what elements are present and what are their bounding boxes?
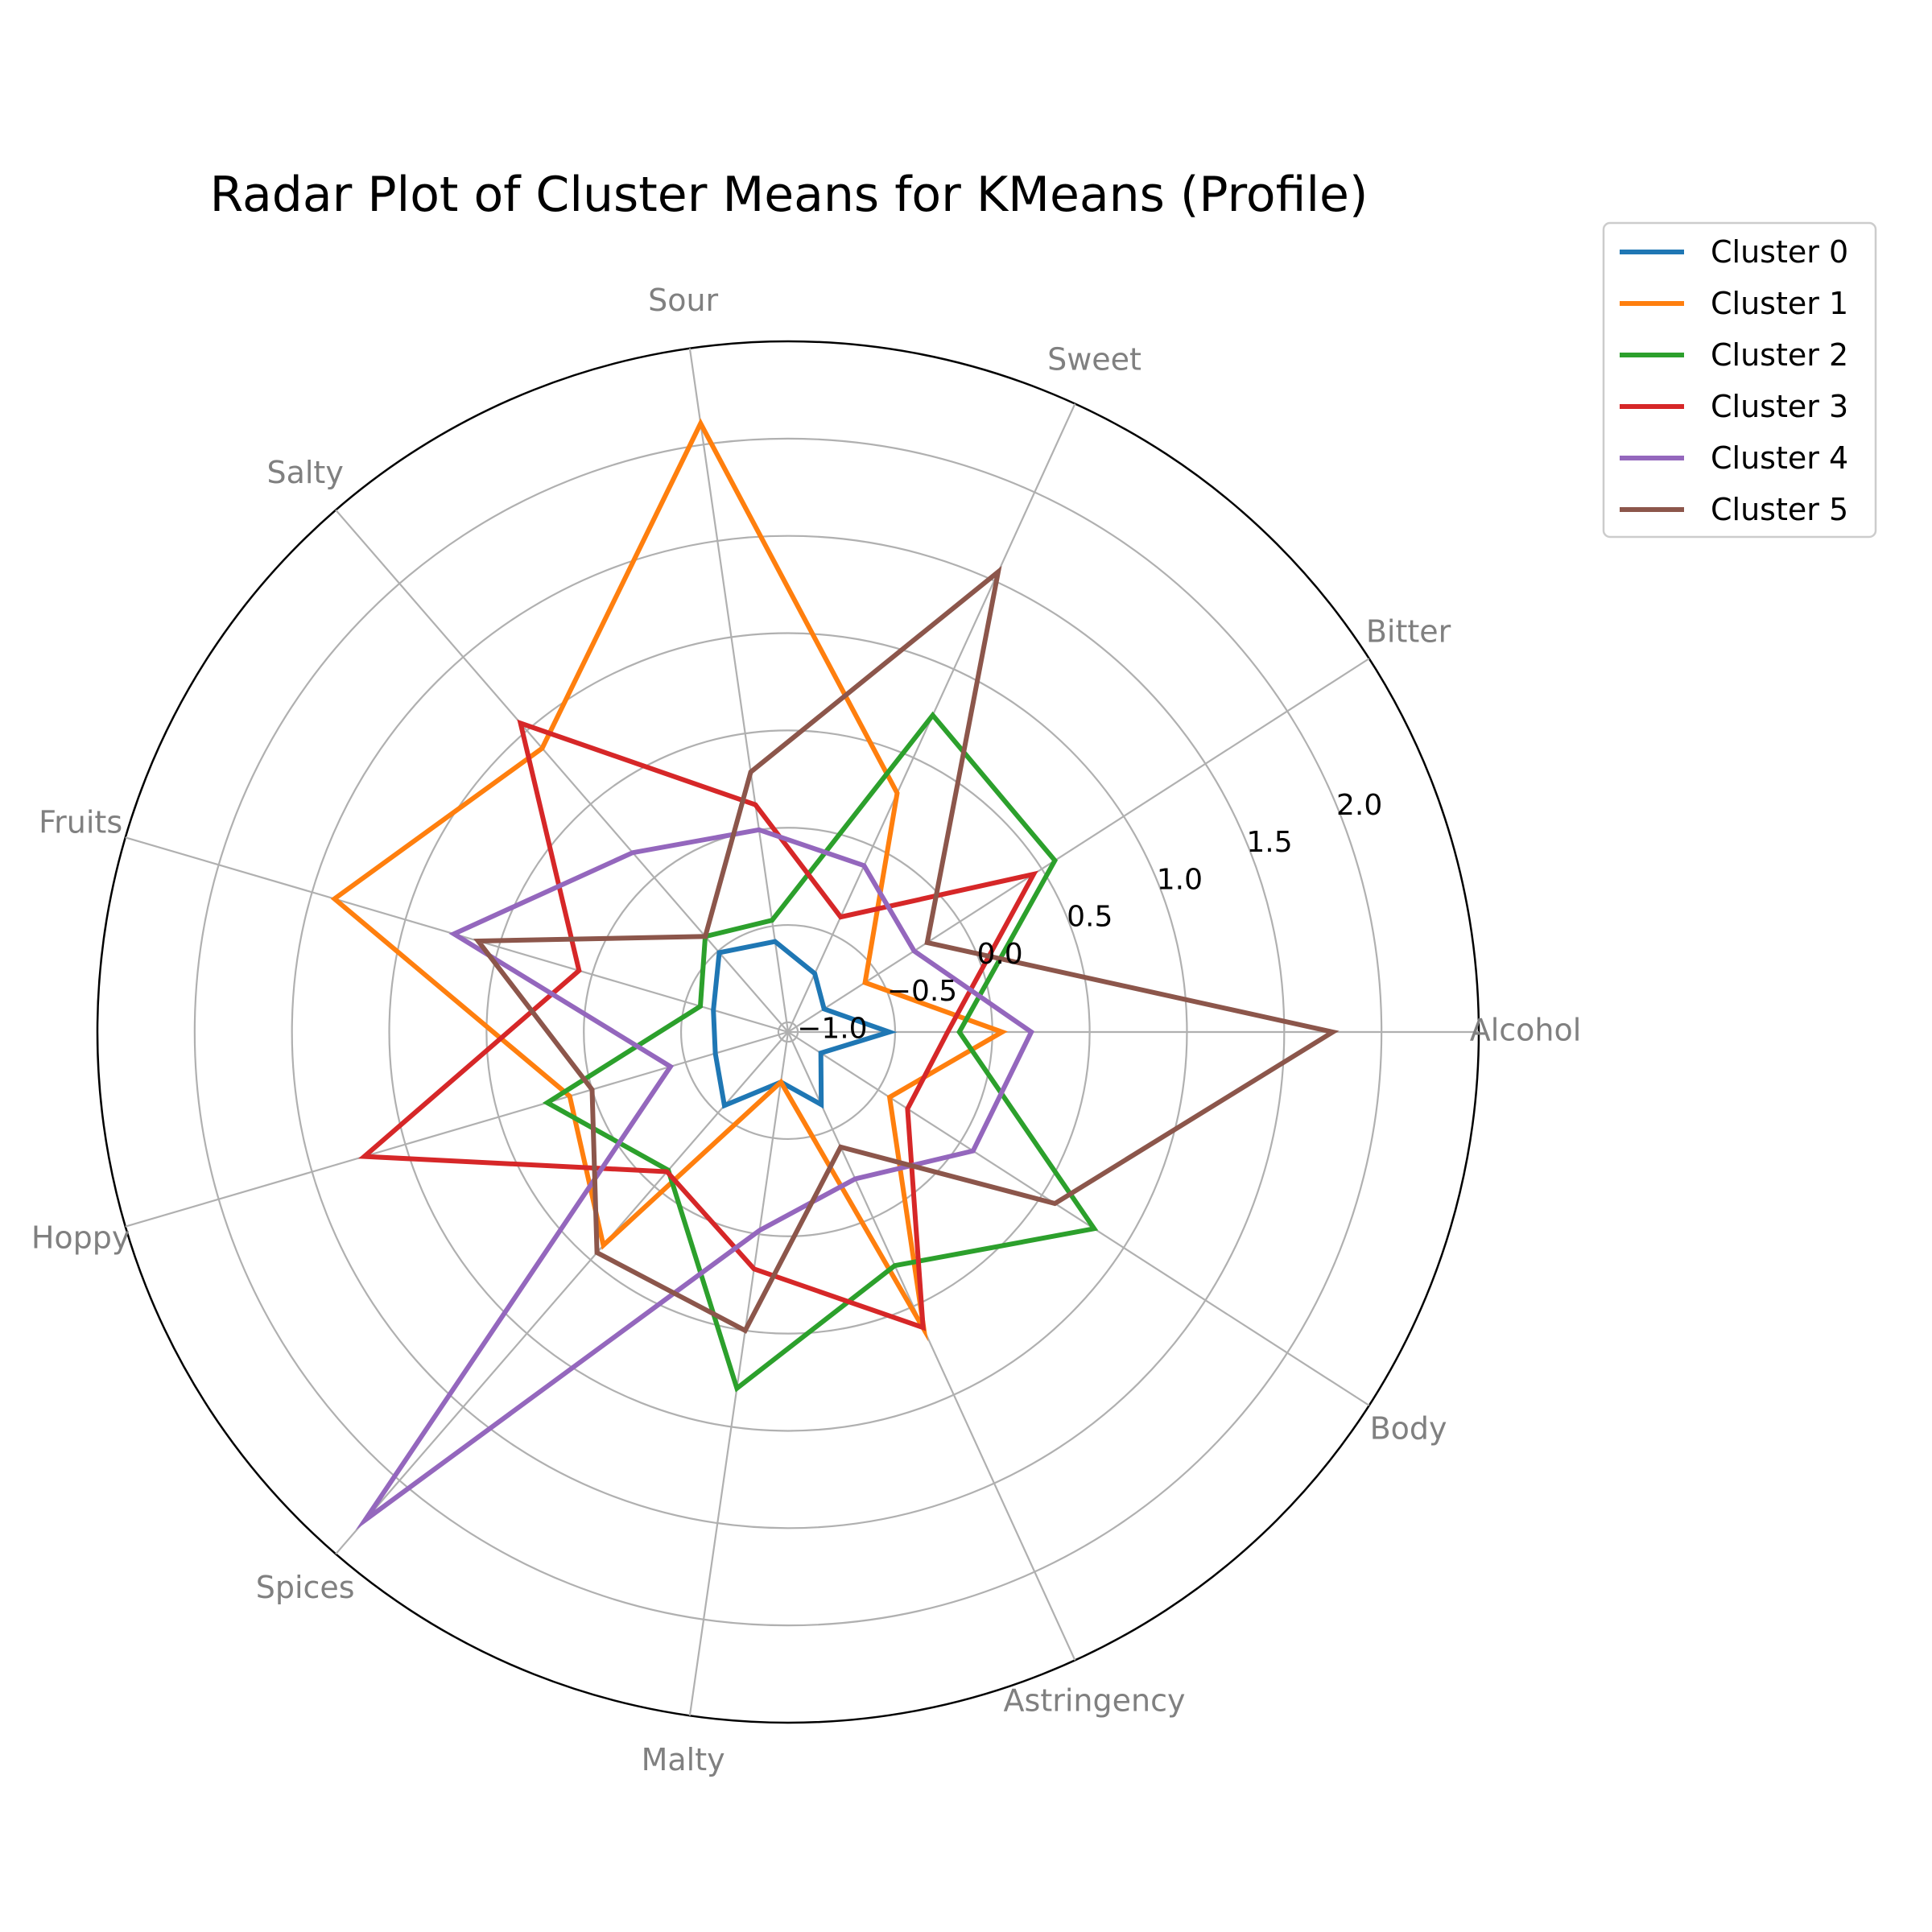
- legend-label-cluster-3: Cluster 3: [1711, 389, 1848, 424]
- axis-label-astringency: Astringency: [1004, 1683, 1186, 1719]
- axis-label-alcohol: Alcohol: [1470, 1013, 1582, 1048]
- series-line-cluster-1: [330, 418, 1008, 1342]
- axis-label-hoppy: Hoppy: [31, 1220, 130, 1256]
- axis-label-sour: Sour: [648, 283, 718, 318]
- spoke-line: [125, 1030, 789, 1228]
- legend-label-cluster-4: Cluster 4: [1711, 440, 1848, 476]
- spoke-line: [787, 658, 1370, 1033]
- radial-tick-label: 1.5: [1246, 826, 1292, 859]
- axis-label-sweet: Sweet: [1047, 341, 1141, 377]
- series-line-cluster-0: [711, 939, 898, 1109]
- spoke-line: [688, 1031, 790, 1716]
- series-line-cluster-4: [355, 827, 1034, 1531]
- legend-items: Cluster 0 Cluster 1 Cluster 2 Cluster 3 Clus…: [1620, 234, 1848, 527]
- legend-frame: [1602, 221, 1877, 539]
- spoke-line: [786, 1031, 1076, 1661]
- radial-tick-label: 2.0: [1336, 789, 1382, 822]
- spoke-line: [335, 1031, 789, 1555]
- axis-label-body: Body: [1370, 1411, 1447, 1447]
- axis-label-fruits: Fruits: [39, 804, 122, 840]
- axis-label-salty: Salty: [266, 455, 343, 490]
- legend-label-cluster-5: Cluster 5: [1711, 492, 1848, 527]
- legend-label-cluster-0: Cluster 0: [1711, 234, 1848, 270]
- radial-tick-label: −1.0: [797, 1012, 867, 1045]
- series-line-cluster-2: [542, 711, 1099, 1393]
- legend-label-cluster-1: Cluster 1: [1711, 286, 1848, 321]
- axis-labels: Alcohol Bitter Sweet Sour Salty Fruits Hoppy Sp…: [31, 283, 1581, 1777]
- legend-label-cluster-2: Cluster 2: [1711, 337, 1848, 373]
- series-line-cluster-5: [473, 565, 1340, 1334]
- radial-tick-label: 1.0: [1157, 863, 1203, 896]
- spoke-line: [787, 1031, 1370, 1406]
- radial-tick-labels: −1.0 −0.5 0.0 0.5 1.0 1.5 2.0: [797, 789, 1382, 1045]
- spoke-line: [335, 509, 789, 1033]
- radar-series: [330, 418, 1340, 1531]
- radial-tick-label: 0.0: [976, 938, 1022, 971]
- legend: Cluster 0 Cluster 1 Cluster 2 Cluster 3 Clus…: [1602, 221, 1877, 539]
- radial-tick-label: −0.5: [887, 975, 957, 1008]
- chart-title: Radar Plot of Cluster Means for KMeans (…: [210, 167, 1368, 223]
- axis-label-spices: Spices: [256, 1570, 355, 1605]
- series-line-cluster-3: [357, 719, 1038, 1331]
- axis-label-bitter: Bitter: [1366, 613, 1451, 649]
- radial-tick-label: 0.5: [1067, 901, 1113, 934]
- axis-label-malty: Malty: [642, 1742, 725, 1777]
